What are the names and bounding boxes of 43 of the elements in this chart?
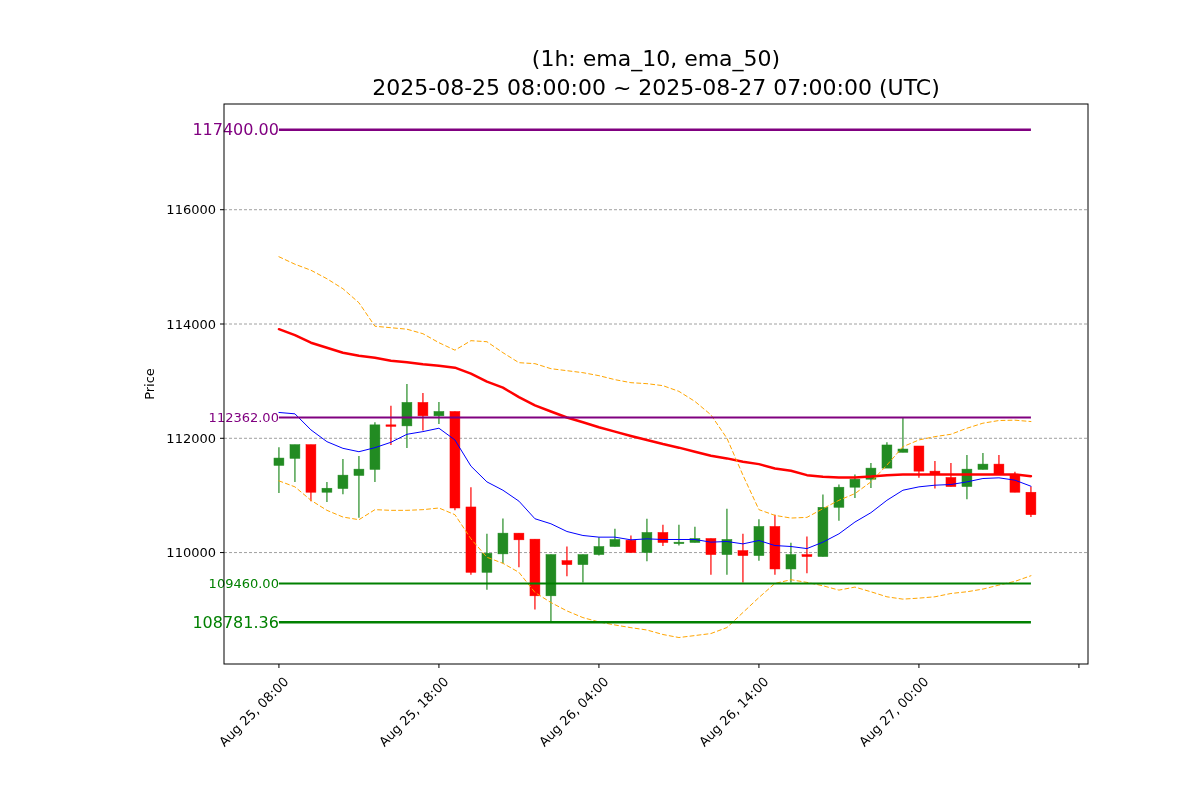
candlestick — [993, 454, 1005, 476]
y-tick-label: 110000 — [166, 545, 216, 561]
ref-line-label: 108781.36 — [192, 612, 279, 632]
candlestick — [385, 405, 397, 446]
candlestick — [737, 533, 749, 583]
chart-title: (1h: ema_10, ema_50) — [531, 46, 781, 72]
candlestick — [833, 483, 845, 522]
candlestick — [641, 518, 653, 562]
candlestick — [353, 455, 365, 519]
candlestick — [417, 392, 429, 432]
candlestick — [881, 441, 893, 469]
candlestick — [497, 517, 509, 564]
candlestick — [721, 508, 733, 576]
line-series — [278, 256, 1032, 519]
candlestick — [273, 446, 285, 494]
candlestick — [289, 444, 301, 483]
candlestick — [785, 542, 797, 583]
chart-subtitle: 2025-08-25 08:00:00 ~ 2025-08-27 07:00:00 (UTC) — [372, 75, 940, 100]
candlestick — [657, 524, 669, 547]
ref-line-label: 109460.00 — [208, 575, 279, 591]
ref-line-label: 112362.00 — [208, 410, 279, 426]
candlestick — [321, 481, 333, 503]
y-tick-label: 116000 — [166, 202, 216, 218]
candlestick — [977, 452, 989, 471]
candlestick — [577, 553, 589, 583]
candlestick — [1025, 485, 1037, 518]
y-tick-label: 112000 — [166, 430, 216, 446]
y-axis-title: Price — [142, 368, 157, 400]
candlestick — [801, 535, 813, 574]
ref-line-label: 117400.00 — [192, 120, 279, 140]
y-tick-label: 114000 — [166, 316, 216, 332]
candlestick — [673, 524, 685, 547]
line-series — [278, 480, 1032, 639]
candlestick — [849, 473, 861, 499]
candlestick — [481, 533, 493, 591]
candlestick — [433, 401, 445, 425]
candlestick — [337, 458, 349, 495]
candlestick — [593, 536, 605, 557]
candlestick — [705, 537, 717, 576]
candlestick — [401, 383, 413, 449]
candlestick — [561, 545, 573, 577]
candlestick — [897, 416, 909, 453]
candlestick — [513, 532, 525, 568]
